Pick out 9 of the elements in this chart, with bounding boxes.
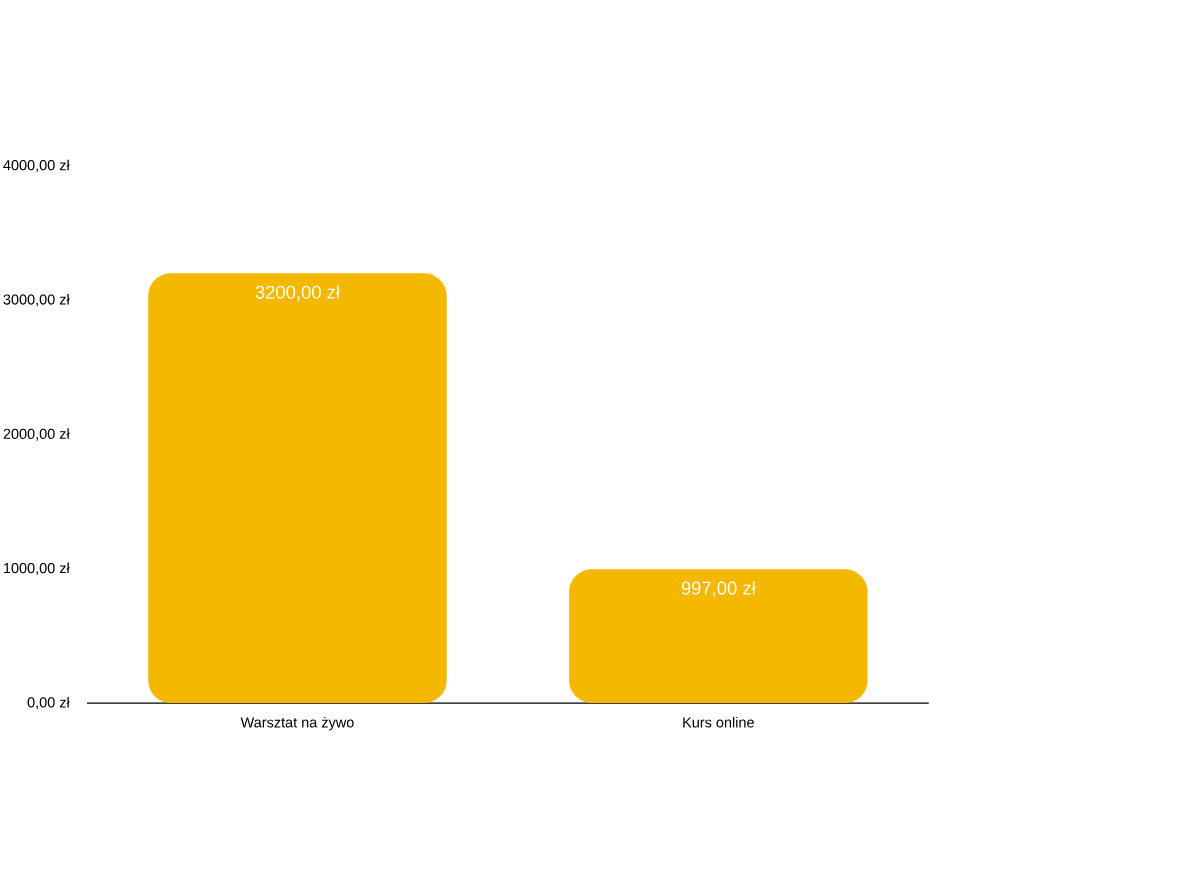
x-tick-label: Kurs online: [683, 716, 754, 728]
y-tick-label: 3000,00 zł: [3, 294, 70, 307]
data-label: 3200,00 zł: [255, 285, 340, 301]
y-tick-label: 4000,00 zł: [3, 159, 70, 173]
y-tick-label: 0,00 zł: [27, 696, 70, 710]
y-tick-label: 2000,00 zł: [3, 428, 70, 441]
x-tick-label: Warsztat na żywo: [240, 716, 354, 731]
data-label: 997,00 zł: [681, 581, 756, 597]
y-tick-label: 1000,00 zł: [4, 562, 70, 575]
